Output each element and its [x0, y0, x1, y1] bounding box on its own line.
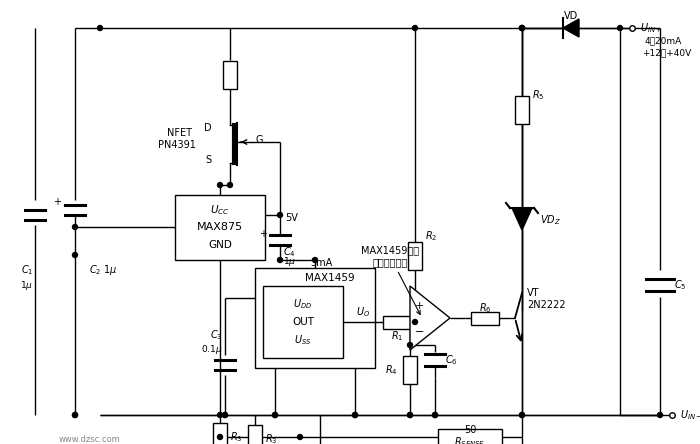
Circle shape — [657, 412, 662, 417]
Circle shape — [277, 258, 283, 262]
Bar — [248, 425, 262, 444]
Text: MAX875: MAX875 — [197, 222, 243, 232]
Circle shape — [298, 435, 302, 440]
Circle shape — [218, 435, 223, 440]
Text: www.dzsc.com: www.dzsc.com — [59, 436, 121, 444]
Text: 3mA: 3mA — [310, 258, 332, 268]
Text: 4～20mA: 4～20mA — [645, 36, 682, 45]
Text: $R_2$: $R_2$ — [425, 229, 438, 243]
Text: $C_4$: $C_4$ — [283, 245, 296, 259]
Text: $R_6$: $R_6$ — [479, 301, 491, 315]
Text: $U_{IN-}$: $U_{IN-}$ — [680, 408, 700, 422]
Bar — [471, 312, 499, 325]
Circle shape — [433, 412, 438, 417]
Text: MAX1459内部
的备用放大器: MAX1459内部 的备用放大器 — [361, 246, 420, 314]
Text: VT: VT — [527, 288, 540, 298]
Text: $-$: $-$ — [414, 325, 424, 335]
Circle shape — [407, 412, 412, 417]
Circle shape — [228, 182, 232, 187]
Text: +: + — [53, 197, 61, 207]
Text: $U_{IN+}$: $U_{IN+}$ — [640, 21, 662, 35]
Circle shape — [519, 412, 524, 417]
Circle shape — [223, 412, 228, 417]
Bar — [223, 61, 237, 89]
Text: $U_O$: $U_O$ — [356, 305, 370, 319]
Bar — [403, 356, 417, 384]
Text: $R_5$: $R_5$ — [532, 88, 545, 102]
Circle shape — [519, 25, 524, 31]
Text: $1\mu$: $1\mu$ — [20, 278, 33, 292]
Text: +: + — [414, 301, 424, 311]
Circle shape — [519, 25, 524, 31]
Text: G: G — [255, 135, 262, 145]
Circle shape — [519, 412, 524, 417]
Circle shape — [97, 25, 102, 31]
Circle shape — [407, 412, 412, 417]
Text: GND: GND — [208, 240, 232, 250]
Bar — [213, 423, 227, 444]
Bar — [255, 268, 375, 368]
Circle shape — [73, 225, 78, 230]
Text: $C_5$: $C_5$ — [674, 278, 687, 292]
Text: $1\mu$: $1\mu$ — [283, 255, 296, 269]
Circle shape — [272, 412, 277, 417]
Circle shape — [312, 258, 318, 262]
Circle shape — [412, 320, 417, 325]
Text: $C_1$: $C_1$ — [20, 263, 33, 277]
Text: $R_1$: $R_1$ — [391, 329, 403, 343]
Circle shape — [277, 213, 283, 218]
Text: 2N2222: 2N2222 — [527, 300, 566, 310]
Circle shape — [617, 25, 622, 31]
Circle shape — [73, 412, 78, 417]
Text: $C_6$: $C_6$ — [445, 353, 458, 367]
Text: MAX1459: MAX1459 — [305, 273, 355, 283]
Text: $VD_Z$: $VD_Z$ — [540, 213, 561, 227]
Circle shape — [433, 412, 438, 417]
Circle shape — [519, 25, 524, 31]
Text: PN4391: PN4391 — [158, 140, 196, 150]
Text: +12～+40V: +12～+40V — [642, 48, 692, 58]
Circle shape — [407, 342, 412, 348]
Circle shape — [73, 412, 78, 417]
Circle shape — [73, 253, 78, 258]
Polygon shape — [512, 208, 532, 230]
Text: D: D — [204, 123, 212, 133]
Circle shape — [218, 412, 223, 417]
Bar — [383, 316, 411, 329]
Circle shape — [223, 412, 228, 417]
Text: $R_3$: $R_3$ — [230, 430, 242, 444]
Text: 50: 50 — [464, 425, 476, 435]
Text: $U_{SS}$: $U_{SS}$ — [294, 333, 312, 347]
Bar — [175, 195, 265, 260]
Bar — [515, 96, 529, 124]
Text: 5V: 5V — [285, 213, 298, 223]
Text: $C_3$: $C_3$ — [211, 328, 223, 342]
Text: $0.1\mu$: $0.1\mu$ — [202, 344, 223, 357]
Circle shape — [272, 412, 277, 417]
Circle shape — [218, 182, 223, 187]
Text: OUT: OUT — [292, 317, 314, 327]
Text: $U_{DD}$: $U_{DD}$ — [293, 297, 313, 311]
Text: $R_3$: $R_3$ — [265, 432, 277, 444]
Text: $C_2$ $1\mu$: $C_2$ $1\mu$ — [89, 263, 118, 277]
Bar — [408, 242, 422, 270]
Bar — [263, 286, 343, 358]
Text: $R_4$: $R_4$ — [385, 363, 398, 377]
Polygon shape — [563, 19, 579, 37]
Text: VD: VD — [564, 11, 578, 21]
Circle shape — [353, 412, 358, 417]
Polygon shape — [410, 286, 450, 350]
Text: S: S — [206, 155, 212, 165]
Text: +: + — [259, 229, 267, 239]
Text: $U_{CC}$: $U_{CC}$ — [210, 203, 230, 217]
Circle shape — [353, 412, 358, 417]
Circle shape — [412, 25, 417, 31]
Text: $R_{SENSE}$: $R_{SENSE}$ — [454, 435, 486, 444]
Bar — [438, 429, 502, 444]
Text: NFET: NFET — [167, 128, 192, 138]
